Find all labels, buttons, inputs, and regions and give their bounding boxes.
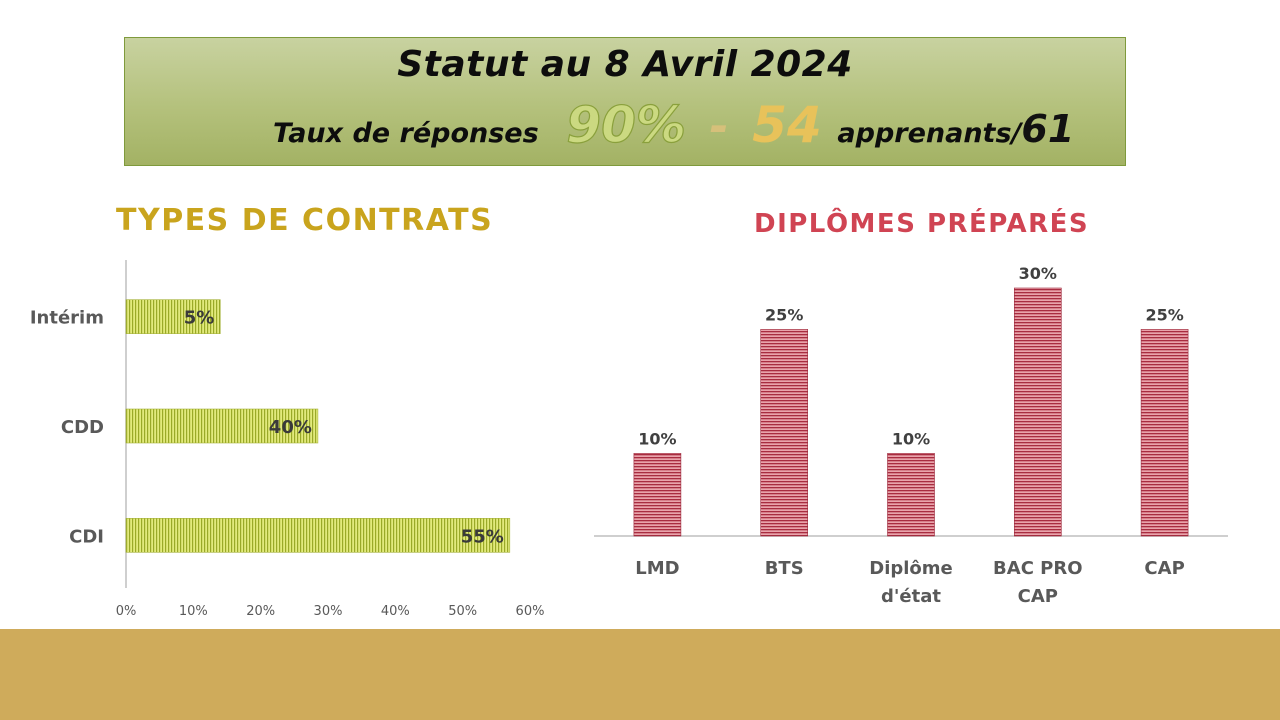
bar-label-1: 5% <box>184 308 215 329</box>
footer-band <box>0 629 1280 720</box>
category-label-2: BTS <box>765 558 804 579</box>
learners-total: 61 <box>1021 107 1075 151</box>
separator-dash: - <box>709 99 729 153</box>
x-tick-3: 30% <box>314 604 343 619</box>
category-label-5: CAP <box>1144 558 1184 579</box>
status-date-heading: Statut au 8 Avril 2024 <box>397 44 853 85</box>
bar-5 <box>1140 329 1189 537</box>
header-banner: Statut au 8 Avril 2024 Taux de réponses … <box>124 37 1126 166</box>
x-tick-1: 10% <box>179 604 208 619</box>
bar-3 <box>125 518 511 553</box>
bar-4 <box>1013 287 1062 537</box>
response-rate-line: Taux de réponses 90% - 54 apprenants/61 <box>273 95 1075 154</box>
category-label-1: Intérim <box>30 308 104 329</box>
x-tick-4: 40% <box>381 604 410 619</box>
category-label-4: BAC PRO CAP <box>993 558 1082 607</box>
diplomas-title: DIPLÔMES PRÉPARÉS <box>754 209 1090 239</box>
bar-3 <box>887 453 935 537</box>
bar-label-3: 55% <box>461 526 504 547</box>
response-rate-label: Taux de réponses <box>273 118 539 149</box>
contract-types-chart: 5% Intérim 40% CDD 55% CDI 0% 10% 20% 30% 40% 50% 60… <box>30 260 545 619</box>
x-tick-2: 20% <box>246 604 275 619</box>
x-tick-6: 60% <box>516 604 545 619</box>
bar-label-5: 25% <box>1145 305 1183 324</box>
bar-label-2: 25% <box>765 305 803 324</box>
learners-label: apprenants/ <box>837 118 1022 149</box>
bar-label-3: 10% <box>892 429 930 448</box>
contract-types-title: TYPES DE CONTRATS <box>116 203 494 238</box>
category-label-1: LMD <box>635 558 679 579</box>
bar-1 <box>125 299 221 334</box>
bar-2 <box>125 408 319 444</box>
respondent-count: 54 <box>752 96 822 154</box>
bar-label-4: 30% <box>1019 264 1057 283</box>
diplomas-chart: 10% LMD 25% BTS 10% Diplôme d'état 30% BAC PRO CA… <box>594 264 1228 607</box>
x-tick-0: 0% <box>116 604 137 619</box>
bar-2 <box>760 329 808 537</box>
bar-label-1: 10% <box>638 429 676 448</box>
response-rate-value: 90% <box>566 95 687 154</box>
x-tick-5: 50% <box>448 604 477 619</box>
category-label-2: CDD <box>61 417 104 438</box>
category-label-3: Diplôme d'état <box>869 558 953 607</box>
bar-1 <box>633 453 682 537</box>
category-label-3: CDI <box>69 526 104 547</box>
bar-label-2: 40% <box>269 417 312 438</box>
